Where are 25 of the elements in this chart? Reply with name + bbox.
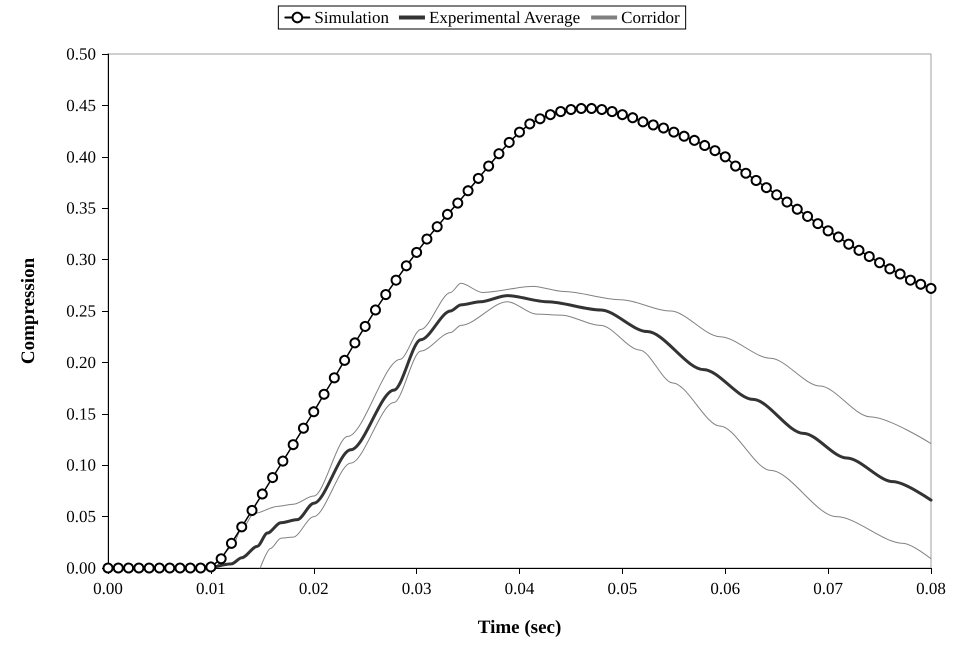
y-tick-label: 0.15 — [66, 404, 96, 424]
x-axis-title: Time (sec) — [478, 617, 562, 638]
x-tick-label: 0.07 — [813, 579, 844, 598]
y-tick-label: 0.30 — [66, 250, 96, 270]
x-tick-label: 0.01 — [196, 579, 226, 598]
x-tick-label: 0.03 — [402, 579, 432, 598]
legend-label: Experimental Average — [428, 8, 580, 27]
y-tick-label: 0.00 — [66, 558, 96, 578]
y-tick-label: 0.50 — [66, 44, 96, 64]
y-tick-label: 0.05 — [66, 507, 96, 526]
y-tick-label: 0.20 — [66, 352, 96, 372]
y-tick-label: 0.40 — [66, 147, 96, 166]
y-tick-label: 0.45 — [66, 96, 96, 115]
y-tick-label: 0.25 — [66, 302, 96, 320]
x-tick-label: 0.06 — [710, 579, 740, 598]
legend-label: Simulation — [314, 8, 390, 27]
x-tick-label: 0.00 — [93, 579, 123, 598]
y-tick-label: 0.10 — [66, 456, 96, 475]
x-tick-label: 0.02 — [298, 579, 329, 598]
legend-label: Corridor — [621, 8, 680, 27]
x-tick-label: 0.08 — [916, 579, 946, 598]
y-tick-label: 0.35 — [66, 198, 96, 218]
y-axis-title: Compression — [18, 257, 39, 364]
x-tick-label: 0.05 — [608, 579, 638, 598]
x-tick-label: 0.04 — [504, 579, 535, 598]
